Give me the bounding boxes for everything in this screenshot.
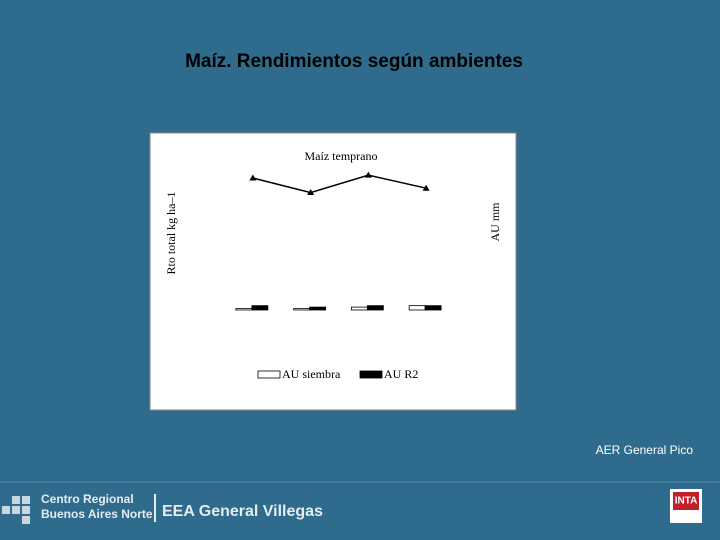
legend-swatch (359, 370, 383, 379)
bar (235, 308, 253, 311)
legend-swatch (257, 370, 281, 379)
bar (366, 305, 384, 311)
plot: AU siembra AU R2 (235, 171, 442, 381)
footer-region: Centro Regional (41, 492, 134, 506)
bar (309, 306, 327, 311)
marker (422, 184, 430, 191)
logo-band (673, 492, 699, 510)
footer-station: EEA General Villegas (162, 503, 323, 520)
chart-area (149, 132, 517, 411)
marker (249, 174, 257, 181)
y2-axis-label: AU mm (488, 202, 502, 242)
bar (424, 305, 442, 311)
legend-label: AU siembra (282, 367, 341, 381)
marker (364, 171, 372, 178)
logo-text: INTA (675, 496, 698, 507)
footer-emblem (2, 496, 30, 524)
line (252, 174, 427, 194)
footer-region: Buenos Aires Norte (41, 507, 153, 521)
legend-label: AU R2 (384, 367, 418, 381)
bar (251, 305, 269, 311)
credit: AER General Pico (596, 443, 694, 457)
bar (408, 305, 426, 311)
bar (293, 308, 311, 311)
bar (350, 306, 368, 311)
slide-title: Maíz. Rendimientos según ambientes (185, 51, 523, 72)
chart-title: Maíz temprano (305, 149, 378, 163)
marker (307, 189, 315, 196)
y-axis-label: Rto total kg ha–1 (164, 192, 178, 275)
